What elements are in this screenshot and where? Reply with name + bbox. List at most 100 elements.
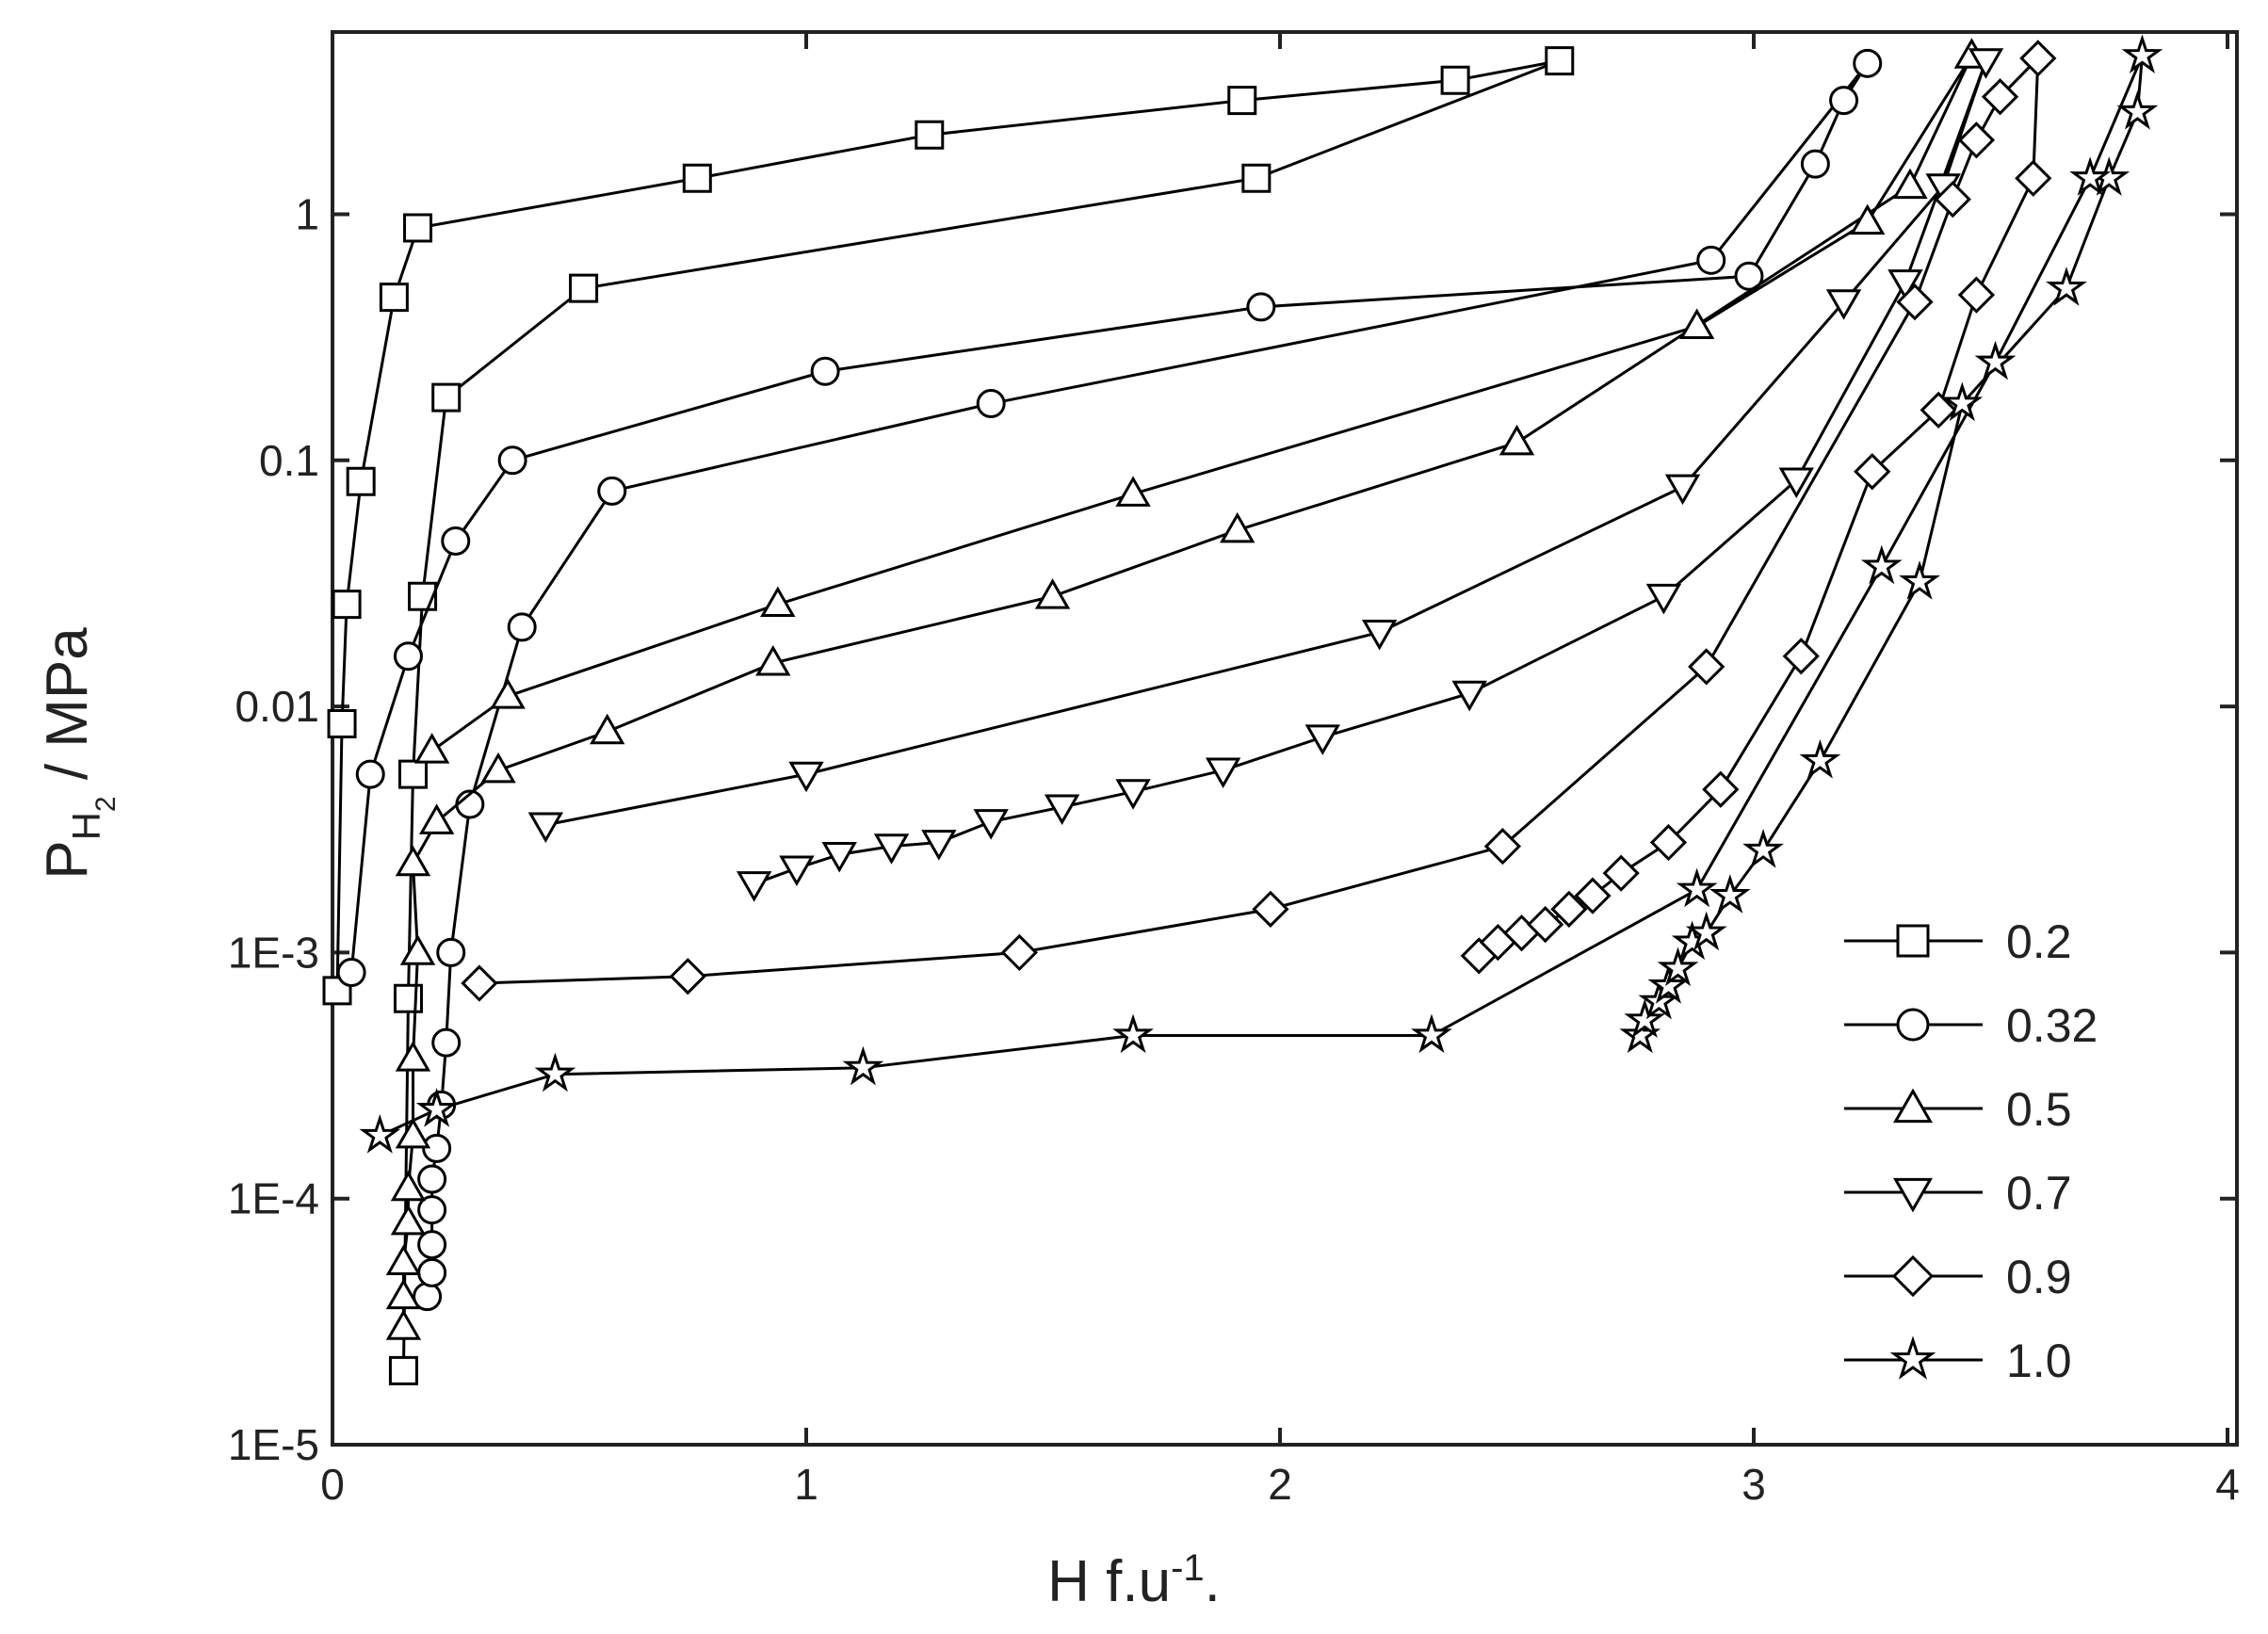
data-point	[417, 1257, 447, 1287]
data-point	[1252, 890, 1289, 928]
data-point	[403, 213, 433, 243]
x-label-main: H f.u	[1047, 1549, 1171, 1614]
data-point	[921, 830, 957, 861]
data-point	[2069, 156, 2112, 196]
data-point	[590, 713, 625, 745]
data-point	[1451, 680, 1487, 712]
data-point	[1685, 911, 1727, 951]
data-point	[821, 842, 857, 873]
data-point	[1854, 453, 1891, 491]
data-point	[359, 1113, 401, 1154]
data-point	[1920, 391, 1957, 429]
data-point	[755, 644, 791, 676]
x-tick-label: 3	[1742, 1460, 1766, 1509]
data-point	[1778, 467, 1814, 499]
data-point	[507, 612, 537, 642]
data-point	[490, 678, 526, 709]
data-point	[385, 1278, 422, 1310]
data-point	[413, 733, 450, 764]
data-point	[385, 1244, 422, 1275]
legend-label: 0.9	[2006, 1251, 2072, 1303]
data-point	[1709, 874, 1751, 914]
data-point	[417, 1164, 447, 1194]
data-point	[1968, 48, 2004, 79]
data-point	[415, 1088, 458, 1127]
data-point	[2046, 267, 2087, 306]
data-point	[1527, 905, 1564, 944]
data-point	[669, 958, 706, 995]
data-point	[2116, 90, 2159, 130]
data-point	[1241, 163, 1272, 193]
x-tick-label: 1	[794, 1460, 818, 1509]
data-point	[1957, 121, 1996, 159]
y-tick-label: 1E-3	[228, 928, 319, 977]
data-point	[393, 641, 423, 671]
data-point	[569, 273, 599, 303]
data-point	[497, 445, 527, 476]
data-point	[436, 937, 466, 967]
legend-label: 0.32	[2006, 999, 2098, 1052]
data-point	[1602, 854, 1640, 892]
data-point	[1647, 964, 1690, 1004]
data-point	[788, 761, 824, 793]
x-tick-label: 2	[1268, 1460, 1292, 1509]
data-point	[1304, 724, 1340, 755]
y-axis-label: PH2 / MPa	[35, 627, 122, 880]
legend-label: 0.2	[2006, 915, 2072, 968]
x-tick-label: 0	[320, 1460, 345, 1509]
data-point	[810, 356, 840, 386]
data-point	[779, 855, 815, 887]
legend-marker	[1893, 1088, 1933, 1124]
x-axis-label: H f.u-1.	[1047, 1547, 1221, 1614]
data-point	[1440, 65, 1470, 95]
data-point	[1887, 269, 1923, 300]
data-point	[418, 803, 455, 834]
data-point	[395, 1041, 431, 1072]
legend-marker	[1896, 924, 1930, 958]
data-point	[399, 934, 436, 965]
data-point	[1892, 168, 1928, 200]
data-point	[1361, 620, 1398, 651]
data-point	[1411, 1013, 1452, 1054]
legend-marker	[1891, 1254, 1935, 1298]
data-point	[873, 833, 910, 865]
data-point	[441, 526, 471, 556]
data-point	[1678, 308, 1715, 340]
data-point	[1220, 511, 1256, 543]
data-point	[480, 752, 516, 784]
data-point	[355, 759, 385, 789]
data-point	[1550, 890, 1588, 928]
data-point	[1657, 946, 1699, 987]
data-point	[976, 389, 1006, 418]
data-point	[736, 871, 772, 902]
data-point	[2019, 40, 2057, 77]
data-point	[1974, 340, 2017, 380]
y-tick-label: 0.1	[259, 436, 319, 485]
data-point	[1205, 757, 1241, 789]
data-point	[1742, 828, 1784, 868]
data-point	[1227, 86, 1257, 116]
data-point	[1702, 770, 1740, 808]
data-point	[346, 466, 376, 496]
data-point	[1941, 381, 1984, 422]
data-point	[1000, 933, 1038, 972]
data-point	[1825, 289, 1862, 320]
data-point	[1545, 46, 1575, 76]
data-point	[1676, 867, 1718, 908]
data-point	[395, 845, 431, 877]
legend-marker	[1889, 1335, 1936, 1380]
data-point	[760, 586, 796, 618]
data-point	[431, 1027, 462, 1058]
x-label-sup: -1	[1171, 1547, 1205, 1589]
data-point	[461, 964, 498, 1002]
y-label-subsub: 2	[90, 796, 122, 812]
y-tick-label: 1E-4	[228, 1174, 319, 1223]
data-point	[1112, 1013, 1154, 1054]
data-point	[390, 1204, 427, 1236]
data-point	[915, 120, 945, 150]
data-point	[1896, 283, 1934, 321]
data-point	[1649, 823, 1688, 862]
data-point	[388, 1355, 418, 1385]
